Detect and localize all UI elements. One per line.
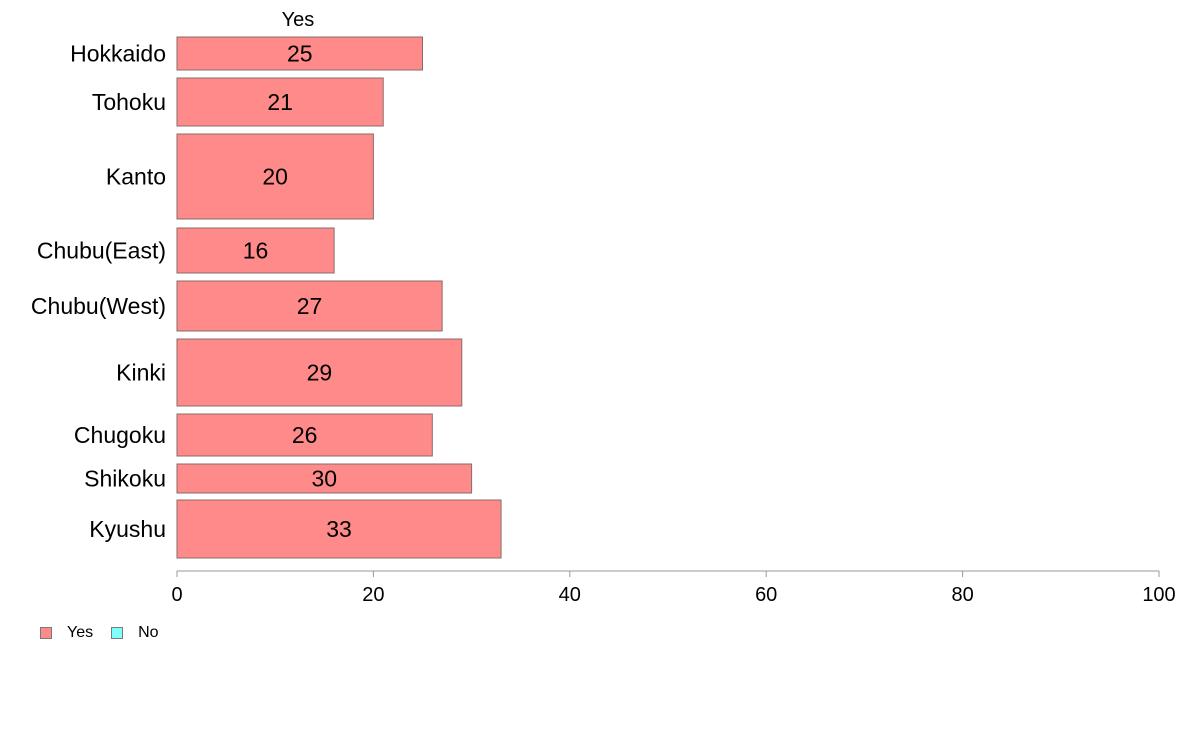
bar-hokkaido <box>176 36 423 71</box>
bar-tohoku <box>176 77 384 127</box>
data-label: 16 <box>243 238 269 264</box>
data-label: 33 <box>326 516 352 542</box>
category-label: Kyushu <box>89 516 166 542</box>
bar-kyushu <box>176 499 502 559</box>
x-tick-label: 80 <box>951 584 973 606</box>
category-label: Chubu(East) <box>37 238 166 264</box>
bar-shikoku <box>176 463 473 494</box>
legend-swatch-no <box>111 627 124 639</box>
x-tick-label: 100 <box>1142 584 1175 606</box>
bar-chugoku <box>176 413 433 457</box>
legend-item-no[interactable]: No <box>111 624 159 642</box>
legend-label-no: No <box>138 624 159 641</box>
data-label: 25 <box>287 41 313 67</box>
x-tick-label: 0 <box>171 584 182 606</box>
bar-kanto <box>176 133 374 220</box>
data-label: 20 <box>262 164 288 190</box>
category-label: Kanto <box>106 164 166 190</box>
data-label: 29 <box>307 360 333 386</box>
bar-chubu-east <box>176 227 335 274</box>
category-label: Chugoku <box>74 422 166 448</box>
x-tick-label: 20 <box>362 584 384 606</box>
legend-swatch-yes <box>40 627 52 639</box>
bar-chubu-west <box>176 280 443 332</box>
bars-layer: 25 Hokkaido 21 Tohoku 20 Kanto 16 Chubu(East) 27… <box>31 36 502 559</box>
category-label: Tohoku <box>92 89 166 115</box>
legend-label-yes: Yes <box>67 624 94 641</box>
legend-item-yes[interactable]: Yes <box>40 624 93 642</box>
data-label: 30 <box>312 466 338 492</box>
chart-header: Yes <box>282 9 315 31</box>
x-axis: 0 20 40 60 80 100 <box>171 570 1176 606</box>
data-label: 26 <box>292 422 318 448</box>
data-label: 21 <box>267 89 293 115</box>
data-label: 27 <box>297 293 323 319</box>
bar-kinki <box>176 338 463 407</box>
category-label: Hokkaido <box>70 41 166 67</box>
x-tick-label: 40 <box>559 584 581 606</box>
category-label: Chubu(West) <box>31 293 166 319</box>
category-label: Kinki <box>116 360 166 386</box>
category-label: Shikoku <box>84 466 166 492</box>
x-tick-label: 60 <box>755 584 777 606</box>
legend: Yes No <box>40 624 177 642</box>
